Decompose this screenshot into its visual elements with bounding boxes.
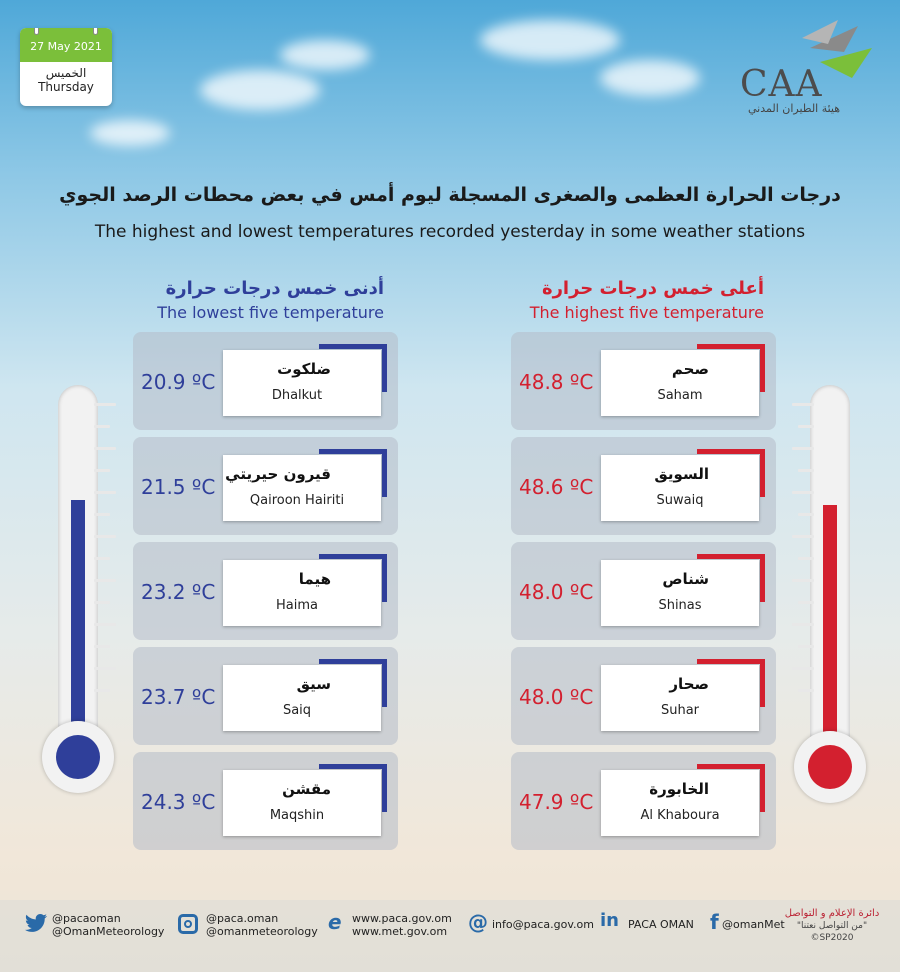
station-card: ضلكوت Dhalkut <box>223 344 387 416</box>
instagram-handle[interactable]: @paca.oman <box>206 912 279 925</box>
station-name-english: Suwaiq <box>656 493 704 508</box>
date-text: 27 May 2021 <box>30 40 102 53</box>
linkedin-link[interactable]: PACA OMAN <box>628 918 694 931</box>
temperature-value: 23.2 ºC <box>141 580 216 604</box>
station-name-arabic: ضلكوت <box>277 360 331 378</box>
lowest-heading-arabic: أدنى خمس درجات حرارة <box>165 278 384 299</box>
cloud <box>480 20 620 60</box>
highest-heading: أعلى خمس درجات حرارة The highest five te… <box>504 278 764 322</box>
list-item: 48.6 ºC السويق Suwaiq <box>511 437 776 535</box>
temperature-value: 47.9 ºC <box>519 790 594 814</box>
title-arabic: درجات الحرارة العظمى والصغرى المسجلة ليو… <box>59 184 841 206</box>
station-name-arabic: صحار <box>669 675 709 693</box>
twitter-icon[interactable] <box>24 914 48 934</box>
logo-text: CAA <box>740 64 823 105</box>
logo-subtitle: هيئة الطيران المدني <box>748 102 841 115</box>
website-link[interactable]: www.met.gov.om <box>352 925 448 938</box>
calendar-ring-icon <box>93 28 98 35</box>
calendar-ring-icon <box>34 28 39 35</box>
instagram-handle[interactable]: @omanmeteorology <box>206 925 318 938</box>
station-card: السويق Suwaiq <box>601 449 765 521</box>
list-item: 48.0 ºC شناص Shinas <box>511 542 776 640</box>
station-name-arabic: شناص <box>662 570 709 588</box>
web-icon[interactable]: e <box>328 910 342 934</box>
list-item: 20.9 ºC ضلكوت Dhalkut <box>133 332 398 430</box>
media-slogan: "من التواصل نعتنا" <box>796 921 868 931</box>
website-link[interactable]: www.paca.gov.om <box>352 912 452 925</box>
station-card: قيرون حيريتي Qairoon Hairiti <box>223 449 387 521</box>
station-name-english: Saiq <box>282 703 312 718</box>
station-name-arabic: السويق <box>654 465 709 483</box>
temperature-value: 21.5 ºC <box>141 475 216 499</box>
list-item: 48.8 ºC صحم Saham <box>511 332 776 430</box>
station-name-english: Saham <box>657 388 703 403</box>
station-card: مقشن Maqshin <box>223 764 387 836</box>
station-card: هيما Haima <box>223 554 387 626</box>
media-name: دائرة الإعلام و التواصل <box>784 908 880 919</box>
temperature-value: 24.3 ºC <box>141 790 216 814</box>
temperature-value: 48.8 ºC <box>519 370 594 394</box>
list-item: 21.5 ºC قيرون حيريتي Qairoon Hairiti <box>133 437 398 535</box>
station-name-arabic: صحم <box>671 360 709 378</box>
email-link[interactable]: info@paca.gov.om <box>492 918 594 931</box>
list-item: 23.7 ºC سيق Saiq <box>133 647 398 745</box>
caa-logo: CAA هيئة الطيران المدني <box>740 18 880 118</box>
highest-heading-arabic: أعلى خمس درجات حرارة <box>541 278 764 299</box>
highest-heading-english: The highest five temperature <box>529 303 764 322</box>
footer: @pacaoman @OmanMeteorology @paca.oman @o… <box>0 900 900 972</box>
date-header: 27 May 2021 <box>20 28 112 62</box>
thermometer-low-icon <box>38 385 118 795</box>
station-name-arabic: قيرون حيريتي <box>225 465 331 483</box>
thermometer-high-icon <box>790 385 870 803</box>
station-name-arabic: سيق <box>296 675 331 693</box>
cloud <box>600 60 700 96</box>
temperature-value: 20.9 ºC <box>141 370 216 394</box>
station-name-english: Dhalkut <box>271 388 323 403</box>
station-name-english: Maqshin <box>269 808 325 823</box>
station-name-english: Suhar <box>660 703 700 718</box>
temperature-value: 23.7 ºC <box>141 685 216 709</box>
day-arabic: الخميس <box>45 66 87 80</box>
email-icon[interactable]: @ <box>468 910 488 934</box>
station-name-english: Shinas <box>658 598 702 613</box>
lowest-heading: أدنى خمس درجات حرارة The lowest five tem… <box>124 278 384 322</box>
list-item: 24.3 ºC مقشن Maqshin <box>133 752 398 850</box>
linkedin-icon[interactable]: in <box>600 910 619 931</box>
list-item: 23.2 ºC هيما Haima <box>133 542 398 640</box>
date-card: 27 May 2021 الخميس Thursday <box>20 28 112 106</box>
cloud <box>200 70 320 110</box>
instagram-icon[interactable] <box>178 914 198 934</box>
plane-logo-icon <box>802 20 872 78</box>
cloud <box>90 120 170 146</box>
station-card: الخابورة Al Khaboura <box>601 764 765 836</box>
station-card: صحم Saham <box>601 344 765 416</box>
list-item: 47.9 ºC الخابورة Al Khaboura <box>511 752 776 850</box>
station-name-english: Qairoon Hairiti <box>249 493 345 508</box>
cloud <box>280 40 370 70</box>
facebook-link[interactable]: @omanMet <box>722 918 785 931</box>
facebook-icon[interactable]: f <box>710 910 719 934</box>
station-name-arabic: مقشن <box>282 780 331 798</box>
twitter-handle[interactable]: @OmanMeteorology <box>52 925 165 938</box>
day-english: Thursday <box>38 80 94 94</box>
media-code: ©SP2020 <box>810 933 854 943</box>
temperature-value: 48.6 ºC <box>519 475 594 499</box>
temperature-value: 48.0 ºC <box>519 685 594 709</box>
station-name-arabic: هيما <box>298 570 331 588</box>
lowest-heading-english: The lowest five temperature <box>157 303 384 322</box>
station-name-english: Haima <box>276 598 318 613</box>
station-card: صحار Suhar <box>601 659 765 731</box>
station-name-english: Al Khaboura <box>640 808 720 823</box>
temperature-value: 48.0 ºC <box>519 580 594 604</box>
title-english: The highest and lowest temperatures reco… <box>94 222 806 242</box>
twitter-handle[interactable]: @pacaoman <box>52 912 121 925</box>
list-item: 48.0 ºC صحار Suhar <box>511 647 776 745</box>
media-department: دائرة الإعلام و التواصل "من التواصل نعتن… <box>782 908 882 944</box>
station-name-arabic: الخابورة <box>649 780 709 798</box>
station-card: سيق Saiq <box>223 659 387 731</box>
station-card: شناص Shinas <box>601 554 765 626</box>
